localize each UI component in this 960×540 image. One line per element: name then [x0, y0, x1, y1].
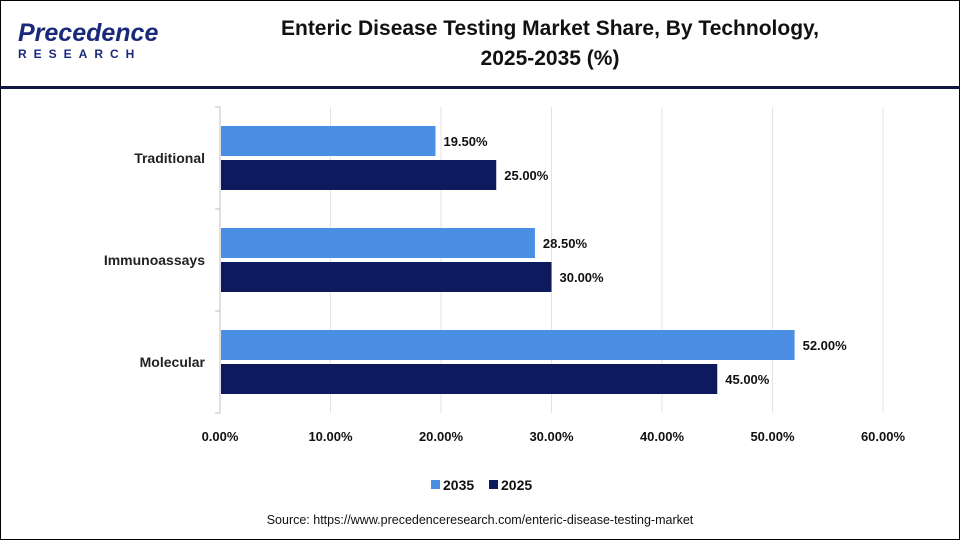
legend-label: 2035	[443, 477, 474, 493]
data-label: 28.50%	[543, 236, 588, 251]
logo: Precedence RESEARCH	[18, 20, 158, 70]
legend-swatch-2035	[431, 480, 440, 489]
title-line-1: Enteric Disease Testing Market Share, By…	[280, 17, 819, 40]
chart-title: Enteric Disease Testing Market Share, By…	[230, 14, 870, 74]
header: Precedence RESEARCH Enteric Disease Test…	[0, 0, 960, 89]
x-tick-label: 50.00%	[750, 429, 795, 444]
category-label: Traditional	[134, 150, 205, 166]
x-tick-label: 10.00%	[308, 429, 353, 444]
source-text: Source: https://www.precedenceresearch.c…	[266, 513, 694, 527]
bar-2025-immunoassays	[221, 262, 552, 292]
logo-main-text: Precedence	[18, 19, 159, 47]
bar-2025-traditional	[221, 160, 497, 190]
x-tick-label: 60.00%	[861, 429, 906, 444]
title-line-2: 2025-2035 (%)	[480, 47, 620, 70]
data-label: 45.00%	[725, 372, 770, 387]
data-label: 25.00%	[504, 168, 549, 183]
x-tick-label: 20.00%	[419, 429, 464, 444]
x-tick-label: 40.00%	[640, 429, 685, 444]
data-label: 52.00%	[803, 338, 848, 353]
bar-2035-immunoassays	[221, 228, 535, 258]
logo-sub-text: RESEARCH	[18, 47, 142, 61]
data-label: 30.00%	[560, 270, 605, 285]
bar-2035-molecular	[221, 330, 795, 360]
category-label: Molecular	[140, 354, 206, 370]
data-label: 19.50%	[443, 134, 488, 149]
bar-2035-traditional	[221, 126, 436, 156]
x-tick-label: 30.00%	[529, 429, 574, 444]
bar-2025-molecular	[221, 364, 718, 394]
category-label: Immunoassays	[104, 252, 205, 268]
x-tick-label: 0.00%	[202, 429, 239, 444]
legend-label: 2025	[501, 477, 532, 493]
legend-swatch-2025	[489, 480, 498, 489]
